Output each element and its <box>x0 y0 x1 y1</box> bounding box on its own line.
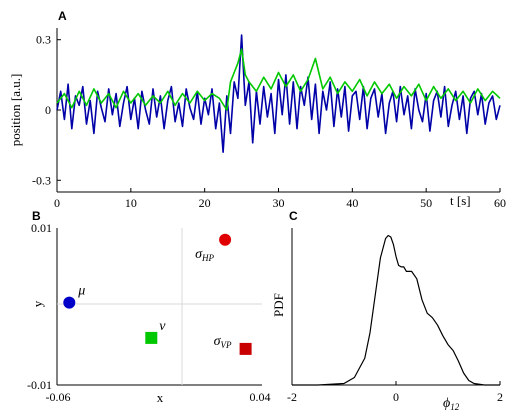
panel-c-xlabel: ϕ12 <box>443 396 460 412</box>
panel-b: B 0.01 -0.01 -0.06 0.04 x y μ σHP ν σVP <box>27 209 271 405</box>
panel-b-label: B <box>32 209 41 223</box>
panel-a-xtick-label: 0 <box>54 196 60 210</box>
panel-b-point-2 <box>145 331 158 344</box>
panel-c-label: C <box>289 209 298 223</box>
panel-c-xtick-label: -2 <box>287 390 297 404</box>
panel-a-xtick-label: 10 <box>125 196 137 210</box>
panel-b-point-label-3: σVP <box>214 334 232 350</box>
panel-b-point-3 <box>239 342 252 355</box>
panel-a-series <box>56 34 501 153</box>
panel-c: C -2 0 2 PDF ϕ12 <box>271 209 503 412</box>
panel-b-points: μ σHP ν σVP <box>63 233 252 355</box>
panel-b-ylabel: y <box>30 300 45 307</box>
panel-b-ytick-bottom: -0.01 <box>27 378 52 392</box>
panel-c-xtick-label: 2 <box>497 390 503 404</box>
panel-c-pdf-line <box>292 234 500 386</box>
panel-a-xtick-label: 60 <box>494 196 506 210</box>
panel-c-xlabel-symbol: ϕ <box>443 396 450 411</box>
panel-c-xlabel-subscript: 12 <box>450 402 460 412</box>
panel-a-series-line-0 <box>56 34 501 153</box>
panel-a-xtick-label: 20 <box>199 196 211 210</box>
panel-a-ticks: 0 10 20 30 40 50 600.30-0.3 <box>32 33 506 210</box>
panel-b-xtick-right: 0.04 <box>250 390 271 404</box>
panel-c-xtick-label: 0 <box>393 390 399 404</box>
panel-a-ytick-label: 0 <box>45 103 51 117</box>
panel-b-point-0 <box>63 296 76 309</box>
panel-a-ytick-label: 0.3 <box>36 33 51 47</box>
panel-a-xlabel: t [s] <box>450 193 471 208</box>
panel-a: A 0 10 20 30 40 50 600.30-0.3 position [a.u.] … <box>8 9 506 210</box>
panel-c-series <box>292 234 500 386</box>
panel-a-xtick-label: 40 <box>346 196 358 210</box>
panel-b-ytick-top: 0.01 <box>31 221 52 235</box>
panel-a-ytick-label: -0.3 <box>32 173 51 187</box>
panel-a-series-line-1 <box>56 48 501 111</box>
panel-a-xtick-label: 50 <box>420 196 432 210</box>
panel-b-xlabel: x <box>157 390 164 405</box>
panel-a-ylabel: position [a.u.] <box>8 74 23 147</box>
panel-b-point-label-2: ν <box>159 319 166 334</box>
panel-c-ylabel: PDF <box>271 293 286 317</box>
panel-b-xtick-left: -0.06 <box>46 390 71 404</box>
panel-a-xtick-label: 30 <box>273 196 285 210</box>
panel-c-ticks: -2 0 2 <box>287 381 503 404</box>
panel-b-point-label-1: σHP <box>195 247 214 263</box>
panel-b-point-1 <box>219 233 232 246</box>
panel-a-label: A <box>58 9 67 23</box>
panel-b-point-label-0: μ <box>77 284 85 299</box>
